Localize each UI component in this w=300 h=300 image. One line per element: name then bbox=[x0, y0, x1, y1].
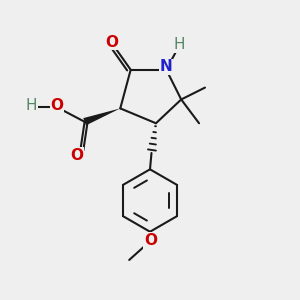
Text: O: O bbox=[105, 34, 118, 50]
Text: O: O bbox=[144, 233, 157, 248]
Text: O: O bbox=[71, 148, 84, 163]
Text: O: O bbox=[50, 98, 64, 113]
Text: H: H bbox=[26, 98, 37, 113]
Text: H: H bbox=[173, 37, 184, 52]
Polygon shape bbox=[83, 108, 120, 125]
Text: N: N bbox=[160, 59, 173, 74]
